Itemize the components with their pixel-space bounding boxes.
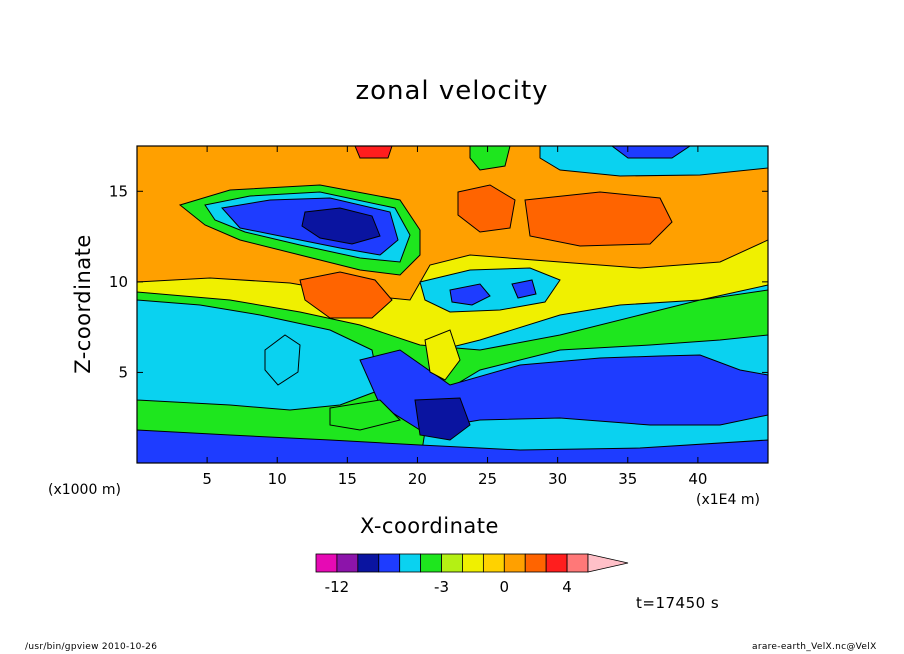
x-tick-label: 20 — [408, 470, 427, 488]
x-axis-label: X-coordinate — [360, 514, 499, 538]
colorbar-extend-arrow — [587, 553, 629, 573]
x-tick-label: 15 — [338, 470, 357, 488]
colorbar-swatch — [378, 553, 401, 573]
x-tick-label: 40 — [688, 470, 707, 488]
band-orange-upper — [137, 146, 768, 301]
cell-yellow-center — [424, 329, 461, 381]
colorbar-swatch — [524, 553, 547, 573]
colorbar-swatch — [420, 553, 442, 573]
colorbar-tick-label: 0 — [500, 578, 510, 596]
pocket-blue-right — [511, 279, 537, 299]
plot-frame — [136, 145, 769, 464]
time-label: t=17450 s — [636, 594, 720, 612]
axes: 5 10 15 20 25 30 35 40 5 10 15 — [109, 146, 768, 488]
chart-title: zonal velocity — [355, 76, 549, 106]
x-tick-label: 35 — [618, 470, 637, 488]
colorbar-swatch — [399, 553, 422, 573]
band-bottom-blue — [137, 429, 768, 463]
colorbar-swatch — [545, 553, 568, 573]
colorbar-tick-label: 4 — [562, 578, 572, 596]
colorbar-swatch — [503, 553, 526, 573]
cell-green-lower-left — [329, 399, 401, 431]
colorbar: -12 -3 0 4 — [315, 553, 629, 596]
pocket-blue-center — [449, 283, 491, 306]
x-tick-label: 5 — [202, 470, 212, 488]
cell-top-green — [469, 146, 511, 171]
y-tick-label: 15 — [109, 182, 128, 200]
footer-right: arare-earth_VelX.nc@VelX — [752, 642, 877, 652]
x-tick-label: 25 — [478, 470, 497, 488]
colorbar-swatch — [315, 553, 338, 573]
cell-top-cyan — [539, 146, 768, 177]
colorbar-swatch — [336, 553, 359, 573]
x-tick-label: 10 — [268, 470, 287, 488]
plot-area — [137, 146, 768, 463]
band-deep-blue-lower — [414, 397, 471, 441]
footer-left: /usr/bin/gpview 2010-10-26 — [25, 642, 158, 652]
colorbar-swatch — [357, 553, 380, 573]
jet-core-upper — [301, 207, 381, 245]
colorbar-swatch — [566, 553, 589, 573]
cell-orange-mid — [457, 184, 516, 233]
cell-top-red — [354, 146, 393, 159]
cell-orange-left — [299, 271, 393, 319]
y-tick-label: 10 — [109, 273, 128, 291]
cell-orange-right — [524, 191, 673, 247]
cell-cyan-left — [264, 334, 301, 386]
colorbar-swatch — [462, 553, 484, 573]
colorbar-tick-label: -12 — [325, 578, 350, 596]
x-tick-label: 30 — [548, 470, 567, 488]
colorbar-swatch — [482, 553, 505, 573]
y-tick-label: 5 — [118, 363, 128, 381]
colorbar-tick-label: -3 — [434, 578, 449, 596]
y-axis-unit: (x1000 m) — [48, 482, 121, 498]
x-axis-unit: (x1E4 m) — [696, 492, 760, 508]
cell-top-blue — [611, 146, 691, 159]
colorbar-swatch — [441, 553, 463, 573]
